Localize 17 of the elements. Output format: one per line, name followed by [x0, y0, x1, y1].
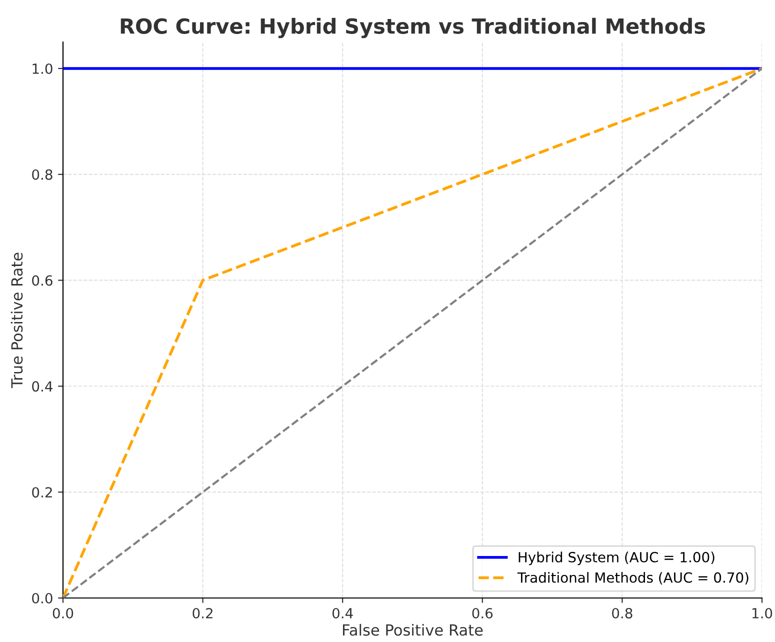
- y-tick-label: 0.4: [32, 381, 52, 392]
- x-tick-label: 0.4: [332, 608, 353, 618]
- x-tick-label: 0.8: [612, 608, 632, 618]
- x-tick-label: 1.0: [752, 608, 772, 618]
- x-tick-label: 0.0: [52, 608, 74, 618]
- y-tick-label: 0.2: [32, 487, 52, 498]
- y-tick-label: 0.6: [32, 275, 52, 286]
- chart-title: ROC Curve: Hybrid System vs Traditional Methods: [120, 18, 706, 38]
- y-tick-label: 0.8: [32, 169, 52, 180]
- legend-label: Hybrid System (AUC = 1.00): [518, 552, 714, 566]
- y-tick-label: 1.0: [32, 63, 52, 74]
- x-axis-title: False Positive Rate: [343, 624, 483, 636]
- x-tick-label: 0.2: [192, 608, 212, 618]
- y-axis-title: True Positive Rate: [10, 252, 23, 388]
- legend-label: Traditional Methods (AUC = 0.70): [517, 572, 748, 584]
- y-tick-label: 0.0: [32, 592, 52, 604]
- x-tick-label: 0.6: [472, 608, 493, 618]
